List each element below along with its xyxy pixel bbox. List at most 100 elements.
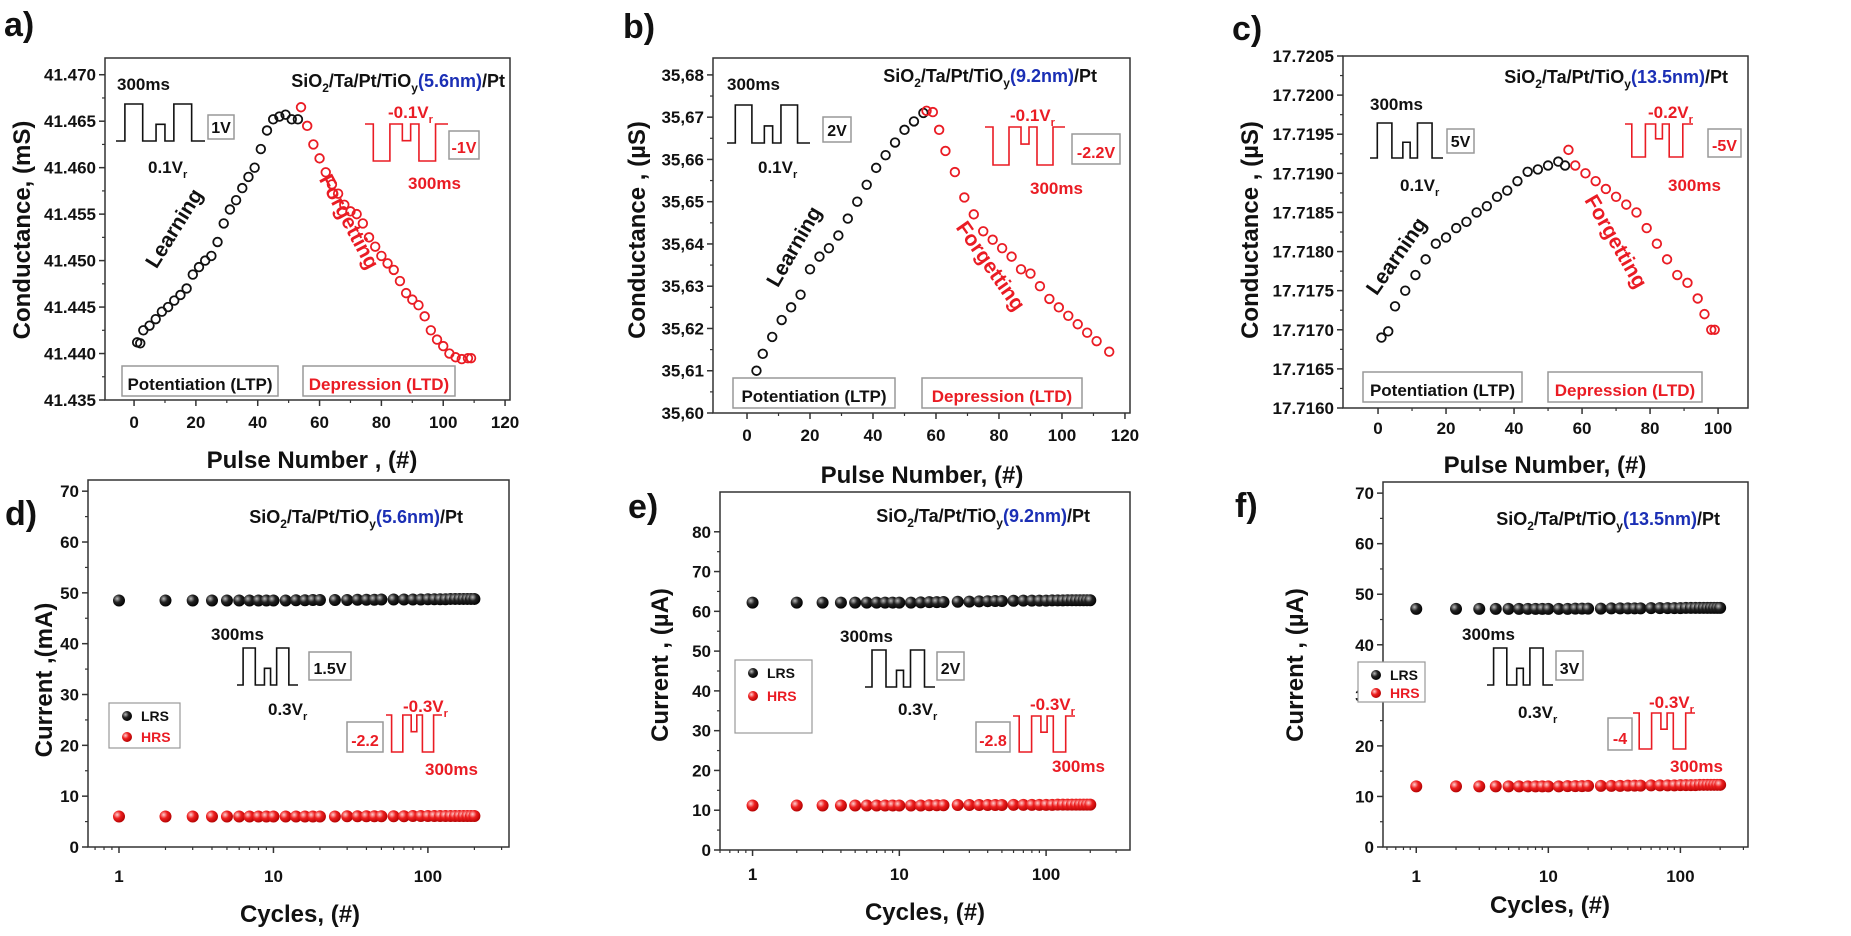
data-point: [159, 810, 172, 823]
y-tick-label: 50: [60, 584, 79, 603]
y-tick-label: 17.7175: [1273, 282, 1334, 301]
data-point: [904, 799, 917, 812]
data-point: [1015, 264, 1027, 275]
title-part: /Ta/Pt/TiO: [287, 507, 369, 527]
negative-pulse-waveform-icon: [1625, 123, 1693, 158]
y-tick-label: 41.470: [44, 66, 96, 85]
x-tick-label: 80: [1641, 419, 1660, 438]
ltd-label: Depression (LTD): [921, 377, 1083, 409]
negative-pulse-waveform-icon: [985, 126, 1065, 166]
data-point: [823, 242, 835, 254]
panel-c: c) 17.7160 17.7165 17.7170 17.7175 17.7180 17.…: [1232, 10, 1749, 479]
reset-amplitude-label-frame: [1071, 133, 1121, 165]
data-point: [1709, 324, 1720, 335]
reset-read-voltage-label-main: -0.1V: [388, 103, 429, 122]
data-point: [363, 232, 375, 243]
y-tick-label: 70: [1355, 484, 1374, 503]
data-point: [1389, 301, 1401, 312]
set-amplitude-label-frame: [1555, 650, 1584, 681]
data-point: [893, 596, 906, 609]
data-point: [1600, 183, 1612, 195]
data-point: [274, 111, 285, 122]
legend-entry-hrs: HRS: [767, 688, 797, 704]
data-point: [341, 810, 354, 823]
ltp-label-text: Potentiation (LTP): [127, 375, 272, 394]
y-tick-label: 35,63: [661, 277, 704, 296]
data-point: [1651, 238, 1663, 249]
data-point: [1502, 780, 1515, 793]
data-point: [1450, 780, 1463, 793]
data-point: [1645, 602, 1658, 615]
data-point: [387, 810, 400, 823]
data-point: [785, 302, 797, 313]
ltp-label-frame: [732, 377, 896, 409]
set-read-voltage-label-subscript: r: [793, 169, 798, 181]
data-point: [397, 593, 410, 606]
y-tick-label: 50: [692, 642, 711, 661]
data-point: [1552, 602, 1565, 615]
data-point: [776, 314, 787, 326]
data-point: [220, 810, 233, 823]
data-point: [159, 594, 172, 607]
data-point: [375, 593, 388, 606]
data-point: [1634, 602, 1647, 615]
data-point: [376, 250, 387, 262]
data-point: [267, 594, 280, 607]
series-depression: [295, 102, 477, 365]
y-tick-label: 17.7165: [1273, 360, 1334, 379]
set-read-voltage-label-subscript: r: [183, 169, 188, 181]
panel-b: b) 35,60 35,61 35,62 35,63 35,64 35,65 35,66 35,…: [623, 8, 1139, 489]
x-tick-label: 100: [429, 413, 457, 432]
title-part: /Ta/Pt/TiO: [329, 71, 411, 91]
reset-read-voltage-label: -0.1Vr: [1010, 106, 1056, 129]
legend-marker-icon: [1371, 670, 1381, 680]
data-point: [382, 258, 393, 269]
forgetting-label: Forgetting: [314, 171, 383, 273]
reset-read-voltage-label: -0.3Vr: [403, 697, 449, 720]
panel-d: d) 0 10 20 30 40 50 60 70 1 10 100 Cycles, (#) Curren…: [5, 479, 510, 928]
reset-pulse-width-label: 300ms: [1668, 176, 1721, 195]
set-read-voltage-label-main: 0.3V: [898, 700, 934, 719]
ltp-label: Potentiation (LTP): [1362, 371, 1523, 403]
reset-amplitude-label: -2.8: [975, 721, 1011, 753]
data-point: [1053, 302, 1065, 313]
x-tick-label: 20: [186, 413, 205, 432]
y-tick-label: 40: [692, 682, 711, 701]
data-point: [1661, 254, 1673, 265]
title-part: /Ta/Pt/TiO: [1534, 509, 1616, 529]
legend-frame: [108, 702, 181, 749]
data-point: [112, 594, 125, 607]
data-point: [1714, 778, 1727, 791]
legend-frame: [734, 659, 813, 734]
data-point: [394, 275, 406, 287]
set-amplitude-label: 5V: [1446, 128, 1475, 154]
reset-read-voltage-label: -0.1Vr: [388, 103, 434, 126]
data-point: [1631, 207, 1642, 218]
data-point: [1552, 780, 1565, 793]
y-tick-label: 50: [1355, 585, 1374, 604]
y-tick-label: 17.7185: [1273, 203, 1334, 222]
data-point: [1542, 780, 1555, 793]
data-point: [1461, 216, 1472, 228]
y-tick-label: 41.465: [44, 112, 96, 131]
negative-pulse-waveform-icon: [1013, 715, 1075, 753]
panel-a: a) 41.435 41.440 41.445 41.450 41.455 41.460 41…: [4, 6, 519, 474]
reset-amplitude-label-text: -1V: [452, 140, 477, 157]
data-point: [400, 287, 412, 299]
data-point: [1594, 779, 1607, 792]
data-point: [186, 594, 199, 607]
y-tick-label: 35,68: [661, 66, 704, 85]
reset-read-voltage-label-subscript: r: [429, 114, 434, 126]
device-stack-title: SiO2/Ta/Pt/TiOy(9.2nm)/Pt: [883, 66, 1097, 90]
data-point: [332, 188, 344, 199]
data-point: [313, 810, 326, 823]
data-point: [833, 230, 844, 241]
data-point: [1489, 602, 1502, 615]
x-axis-title: Pulse Number, (#): [1444, 452, 1647, 479]
data-point: [842, 213, 854, 224]
data-point: [438, 340, 449, 352]
data-point: [462, 352, 474, 364]
y-axis-title: Conductance, (mS): [9, 121, 36, 340]
series-depression: [1563, 144, 1720, 335]
ltd-label-text: Depression (LTD): [309, 375, 449, 394]
